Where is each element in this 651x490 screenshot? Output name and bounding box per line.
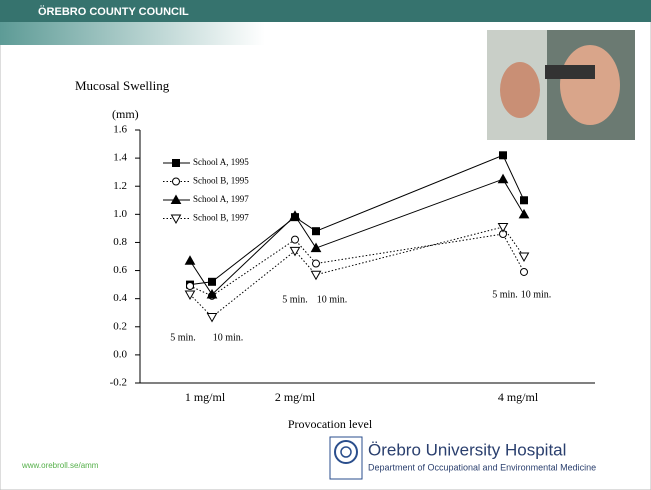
x-group-label: 2 mg/ml	[275, 390, 316, 404]
photo	[487, 30, 635, 140]
y-tick-label: 1.0	[113, 208, 127, 220]
data-point	[313, 228, 320, 235]
legend-label: School B, 1995	[193, 176, 249, 186]
y-tick-label: 0.8	[113, 236, 127, 248]
time-label: 5 min.	[170, 332, 196, 343]
y-tick-label: -0.2	[110, 377, 127, 389]
x-group-label: 1 mg/ml	[185, 390, 226, 404]
data-point	[209, 278, 216, 285]
legend-marker	[173, 178, 180, 185]
department-name: Department of Occupational and Environme…	[368, 462, 596, 472]
y-tick-label: 0.2	[113, 320, 127, 332]
hospital-name: Örebro University Hospital	[368, 440, 566, 459]
y-tick-label: 0.6	[113, 264, 127, 276]
slide: ÖREBRO COUNTY COUNCIL Mucosal Swelling (…	[0, 0, 651, 490]
data-point	[521, 197, 528, 204]
y-axis-label: (mm)	[112, 107, 139, 121]
time-label: 5 min.	[282, 294, 308, 305]
data-point	[292, 236, 299, 243]
data-point	[500, 152, 507, 159]
header-strip	[0, 22, 265, 45]
x-axis-label: Provocation level	[288, 417, 373, 431]
x-group-label: 4 mg/ml	[498, 390, 539, 404]
time-label: 10 min.	[317, 294, 348, 305]
data-point	[313, 260, 320, 267]
y-tick-label: 1.2	[113, 180, 127, 192]
chart-title: Mucosal Swelling	[75, 78, 170, 93]
y-tick-label: 1.6	[113, 124, 127, 136]
time-label: 5 min.	[492, 289, 518, 300]
legend-label: School A, 1995	[193, 157, 249, 167]
y-tick-label: 0.4	[113, 292, 127, 304]
footer-url: www.orebroll.se/amm	[21, 461, 99, 470]
time-label: 10 min.	[213, 332, 244, 343]
legend-label: School B, 1997	[193, 213, 249, 223]
hospital-logo	[330, 437, 362, 479]
data-point	[521, 268, 528, 275]
header-title: ÖREBRO COUNTY COUNCIL	[38, 5, 189, 18]
data-point	[187, 283, 194, 290]
time-label: 10 min.	[521, 289, 552, 300]
legend-label: School A, 1997	[193, 194, 249, 204]
legend-marker	[173, 160, 180, 167]
y-tick-label: 0.0	[113, 348, 127, 360]
y-tick-label: 1.4	[113, 152, 127, 164]
